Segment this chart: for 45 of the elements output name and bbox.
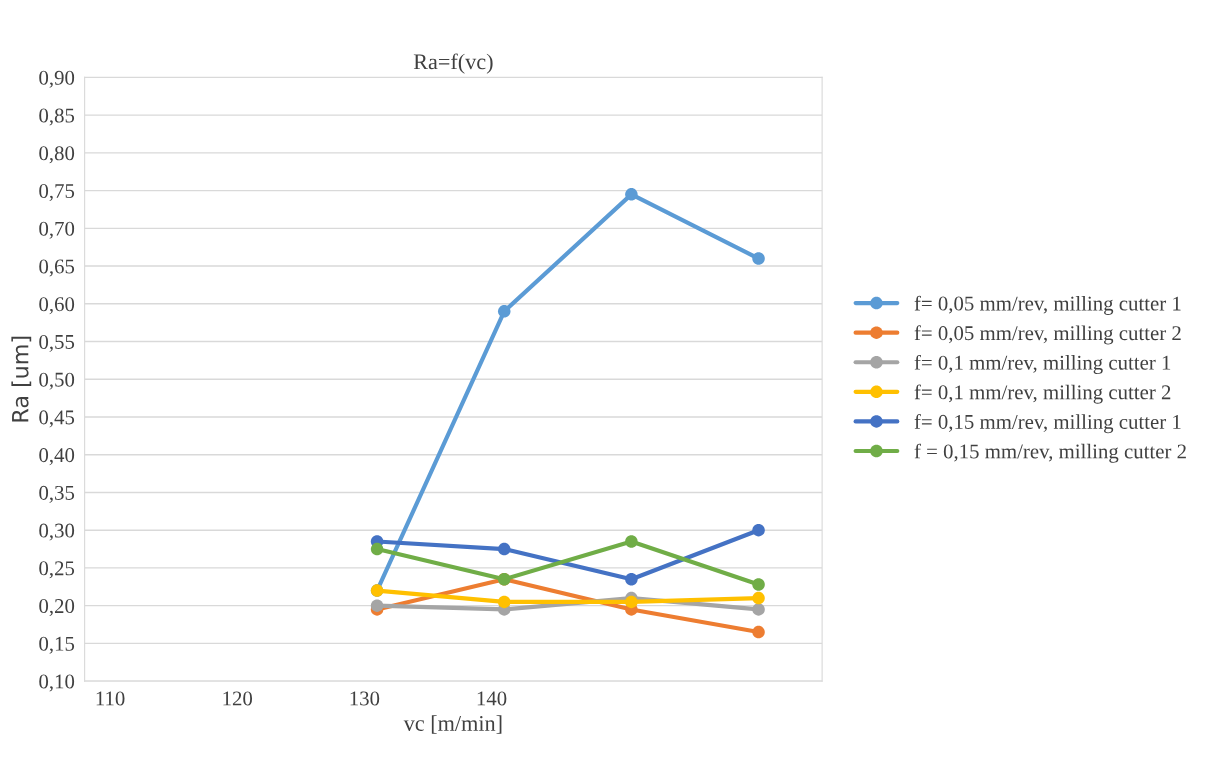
y-tick-label: 0,65 bbox=[39, 259, 75, 277]
y-tick-label: 0,85 bbox=[39, 108, 75, 126]
point bbox=[370, 542, 384, 556]
legend-label: f= 0,05 mm/rev, milling cutter 1 bbox=[914, 295, 1181, 315]
legend-label: f= 0,1 mm/rev, milling cutter 2 bbox=[914, 384, 1171, 404]
y-tick-label: 0,30 bbox=[39, 523, 75, 541]
point bbox=[752, 252, 765, 265]
y-tick-label: 0,25 bbox=[39, 561, 75, 579]
point bbox=[752, 523, 765, 537]
y-axis-title: Ra [um] bbox=[11, 336, 32, 422]
x-tick-label: 110 bbox=[96, 691, 125, 706]
y-tick-label: 0,15 bbox=[39, 636, 75, 654]
y-tick-label: 0,50 bbox=[39, 372, 75, 390]
y-tick-label: 0,80 bbox=[39, 146, 75, 164]
point bbox=[752, 625, 765, 639]
y-tick-label: 0,20 bbox=[39, 599, 75, 617]
y-tick-label: 0,35 bbox=[39, 485, 75, 503]
point bbox=[752, 591, 765, 605]
x-axis-title: vc [m/min] bbox=[403, 715, 502, 734]
point bbox=[497, 305, 511, 318]
y-tick-label: 0,40 bbox=[39, 448, 75, 466]
y-tick-label: 0,70 bbox=[39, 221, 75, 239]
x-tick-label: 140 bbox=[477, 691, 507, 706]
point bbox=[497, 542, 511, 556]
point bbox=[497, 595, 511, 609]
y-tick-label: 0,10 bbox=[39, 674, 75, 692]
chart-title: Ra=f(vc) bbox=[413, 53, 493, 74]
x-tick-label: 130 bbox=[350, 691, 380, 706]
legend-label: f = 0,15 mm/rev, milling cutter 2 bbox=[914, 443, 1186, 463]
point bbox=[625, 188, 638, 201]
legend-label: f= 0,05 mm/rev, milling cutter 2 bbox=[914, 325, 1181, 345]
y-tick-label: 0,45 bbox=[39, 410, 75, 428]
point bbox=[625, 535, 638, 548]
x-tick-label: 120 bbox=[223, 691, 253, 706]
y-tick-label: 0,60 bbox=[39, 297, 75, 315]
point bbox=[625, 572, 638, 586]
legend-label: f= 0,15 mm/rev, milling cutter 1 bbox=[914, 414, 1181, 434]
point bbox=[752, 578, 765, 591]
y-tick-label: 0,90 bbox=[39, 70, 75, 88]
point bbox=[370, 599, 384, 612]
y-tick-label: 0,55 bbox=[39, 334, 75, 352]
y-tick-label: 0,75 bbox=[39, 183, 75, 202]
legend-label: f= 0,1 mm/rev, milling cutter 1 bbox=[914, 354, 1171, 375]
point bbox=[752, 603, 765, 616]
point bbox=[625, 595, 638, 609]
